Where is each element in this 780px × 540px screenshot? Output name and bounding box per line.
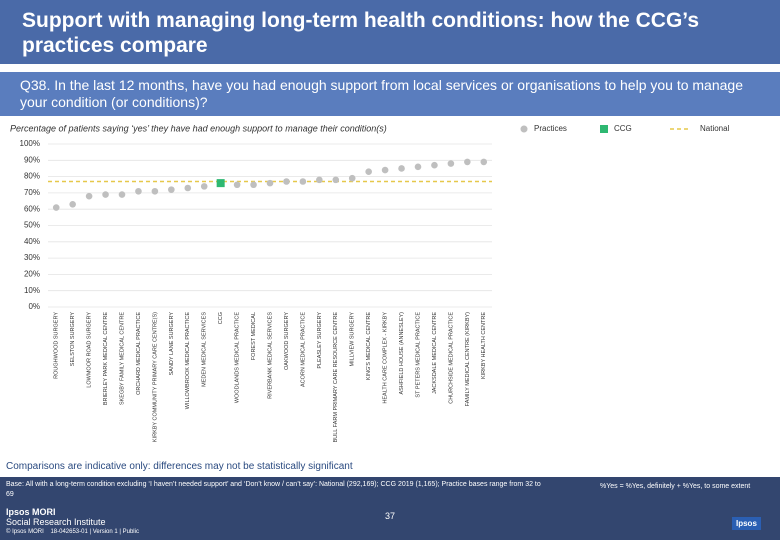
y-tick-label: 80% — [24, 172, 40, 181]
x-tick-label: KING'S MEDICAL CENTRE — [366, 312, 372, 380]
page-number: 37 — [385, 511, 396, 521]
logo-sub: Social Research Institute — [6, 517, 106, 527]
practice-dot — [431, 161, 438, 169]
x-tick-label: OAKWOOD SURGERY — [284, 312, 290, 370]
base-text: Base: All with a long-term condition exc… — [6, 481, 541, 498]
practice-dot — [151, 187, 159, 195]
x-tick-label: MEDEN MEDICAL SERVICES — [202, 312, 208, 387]
definition: %Yes = %Yes, definitely + %Yes, to some … — [600, 483, 751, 490]
x-tick-label: SANDY LANE SURGERY — [169, 312, 175, 376]
practice-dot — [266, 179, 274, 187]
footer: Base: All with a long-term condition exc… — [0, 477, 780, 540]
y-tick-label: 30% — [24, 253, 40, 262]
y-tick-label: 20% — [24, 270, 40, 279]
question: Q38. In the last 12 months, have you had… — [0, 72, 780, 116]
practice-dot — [299, 178, 307, 185]
practice-dot — [348, 174, 356, 182]
x-tick-label: ST PETERS MEDICAL PRACTICE — [415, 312, 421, 398]
practice-dot — [102, 191, 109, 198]
practice-dot — [398, 165, 405, 172]
x-tick-label: ORCHARD MEDICAL PRACTICE — [136, 312, 142, 395]
legend-label: Practices — [534, 124, 567, 133]
y-tick-label: 50% — [24, 221, 40, 230]
x-tick-label: FOREST MEDICAL — [251, 312, 257, 360]
x-tick-label: ROUGHWOOD SURGERY — [54, 312, 60, 379]
practice-dot — [200, 183, 208, 190]
practice-dot — [118, 191, 126, 198]
x-tick-label: SKEGBY FAMILY MEDICAL CENTRE — [119, 312, 125, 405]
x-tick-label: SELSTON SURGERY — [70, 312, 76, 367]
x-tick-label: KIRKBY COMMUNITY PRIMARY CARE CENTRE(S) — [152, 312, 158, 442]
y-tick-label: 60% — [24, 204, 40, 213]
chart-subtitle: Percentage of patients saying ‘yes’ they… — [10, 123, 387, 133]
x-tick-label: CCG — [218, 312, 224, 324]
practice-dot — [233, 181, 241, 189]
y-tick-label: 100% — [20, 139, 40, 148]
note: Comparisons are indicative only: differe… — [6, 461, 353, 472]
practice-dot — [69, 201, 76, 208]
x-tick-label: KIRKBY HEALTH CENTRE — [481, 312, 487, 379]
practice-dot — [85, 192, 93, 200]
x-tick-label: BRIERLEY PARK MEDICAL CENTRE — [103, 312, 109, 405]
practice-dot — [332, 176, 340, 184]
practice-dot — [464, 158, 471, 166]
x-tick-label: BULL FARM PRIMARY CARE RESOURCE CENTRE — [333, 312, 339, 443]
chart: Percentage of patients saying ‘yes’ they… — [10, 123, 730, 443]
slide-title: Support with managing long-term health c… — [0, 0, 780, 64]
y-tick-label: 0% — [28, 302, 40, 311]
y-tick-label: 40% — [24, 237, 40, 246]
brand-logo: Ipsos — [732, 517, 761, 530]
legend-label: National — [700, 124, 730, 133]
ccg-marker — [216, 179, 225, 188]
x-tick-label: PLEASLEY SURGERY — [317, 312, 323, 369]
practice-dot — [316, 176, 323, 184]
x-tick-label: ASHFIELD HOUSE (ANNESLEY) — [399, 312, 405, 395]
practice-dot — [283, 178, 290, 185]
x-tick-label: MILLVIEW SURGERY — [350, 312, 356, 367]
x-tick-label: HEALTH CARE COMPLEX - KIRKBY — [383, 312, 389, 404]
footer-info: © Ipsos MORI 18-042653-01 | Version 1 | … — [6, 529, 139, 535]
practice-dot — [381, 166, 389, 174]
practice-dot — [135, 187, 142, 195]
practice-dot — [414, 163, 422, 171]
practice-dot — [480, 158, 488, 166]
practice-dot — [250, 181, 257, 189]
job-number: 18-042653-01 | Version 1 | Public — [50, 529, 139, 535]
practice-dot — [184, 184, 192, 192]
practice-dot — [365, 168, 372, 176]
legend-label: CCG — [614, 124, 632, 133]
copyright: © Ipsos MORI — [6, 529, 44, 535]
x-tick-label: WILLOWBROOK MEDICAL PRACTICE — [185, 312, 191, 410]
x-tick-label: FAMILY MEDICAL CENTRE (KIRKBY) — [465, 312, 471, 407]
logo: Ipsos MORI Social Research Institute — [6, 507, 106, 527]
legend-marker — [520, 125, 528, 133]
x-tick-label: JACKSDALE MEDICAL CENTRE — [432, 312, 438, 394]
y-tick-label: 70% — [24, 188, 40, 197]
legend-marker — [600, 125, 608, 133]
practice-dot — [52, 204, 60, 211]
practice-dot — [447, 160, 455, 167]
y-tick-label: 10% — [24, 286, 40, 295]
x-tick-label: ACORN MEDICAL PRACTICE — [300, 312, 306, 387]
x-tick-label: WOODLANDS MEDICAL PRACTICE — [235, 312, 241, 404]
practice-dot — [168, 186, 175, 193]
y-tick-label: 90% — [24, 155, 40, 164]
x-tick-label: LOWMOOR ROAD SURGERY — [87, 312, 93, 388]
logo-name: Ipsos MORI — [6, 507, 56, 517]
x-tick-label: RIVERBANK MEDICAL SERVICES — [267, 312, 273, 399]
x-tick-label: CHURCHSIDE MEDICAL PRACTICE — [448, 312, 454, 404]
